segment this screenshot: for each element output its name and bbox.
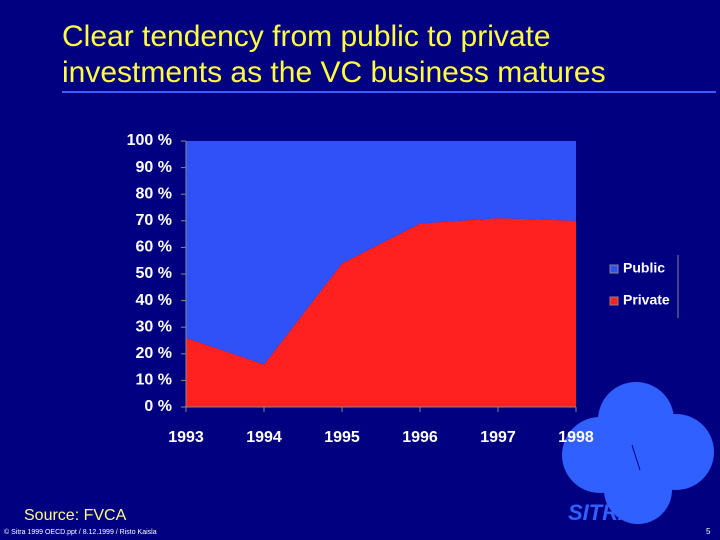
legend-label: Private xyxy=(623,292,670,308)
legend-swatch xyxy=(609,264,619,274)
page-number: 5 xyxy=(706,527,711,536)
y-tick-label: 30 % xyxy=(136,318,172,335)
y-tick-label: 60 % xyxy=(136,239,172,256)
y-tick-label: 10 % xyxy=(136,372,172,389)
x-tick-label: 1996 xyxy=(402,429,438,446)
legend-swatch xyxy=(609,296,619,306)
y-tick-label: 80 % xyxy=(136,185,172,202)
logo-circles xyxy=(562,382,714,524)
y-tick-label: 50 % xyxy=(136,265,172,282)
area xyxy=(186,141,576,365)
x-tick-label: 1997 xyxy=(480,429,516,446)
y-tick-label: 0 % xyxy=(144,398,172,415)
area xyxy=(186,218,576,407)
title-line: Clear tendency from public to private xyxy=(62,20,551,53)
y-tick-label: 100 % xyxy=(127,132,172,149)
title-line: investments as the VC business matures xyxy=(62,56,606,89)
footer: © Sitra 1999 OECD.ppt / 8.12.1999 / Rist… xyxy=(4,528,157,536)
x-tick-label: 1995 xyxy=(324,429,360,446)
x-tick-label: 1994 xyxy=(246,429,282,446)
y-tick-label: 20 % xyxy=(136,345,172,362)
logo-text: SITRA xyxy=(568,500,634,525)
source: Source: FVCA xyxy=(24,507,127,524)
y-tick-label: 90 % xyxy=(136,159,172,176)
x-tick-label: 1998 xyxy=(558,429,594,446)
x-tick-label: 1993 xyxy=(168,429,204,446)
y-tick-label: 70 % xyxy=(136,212,172,229)
legend-label: Public xyxy=(623,260,665,276)
y-tick-label: 40 % xyxy=(136,292,172,309)
